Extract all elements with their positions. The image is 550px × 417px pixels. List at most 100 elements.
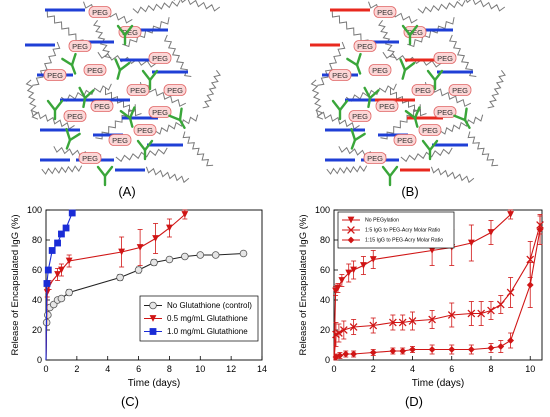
plot-frame bbox=[333, 209, 543, 361]
antibody-icon bbox=[399, 58, 416, 80]
data-point bbox=[347, 216, 355, 224]
data-point bbox=[369, 349, 377, 356]
legend-entry: 1:5 IgG to PEG-Acry Molar Ratio bbox=[365, 228, 440, 234]
data-point bbox=[134, 266, 143, 274]
data-point bbox=[149, 315, 157, 322]
peg-tag: PEG bbox=[348, 110, 372, 122]
x-tick-label: 0 bbox=[43, 364, 48, 374]
antibody-stem bbox=[350, 138, 357, 150]
antibody-icon bbox=[381, 165, 399, 187]
antibody-arm bbox=[78, 86, 87, 100]
peg-tag-label: PEG bbox=[67, 112, 83, 121]
x-tick-label: 12 bbox=[226, 364, 236, 374]
data-point bbox=[334, 284, 342, 292]
peg-tag: PEG bbox=[433, 106, 457, 118]
antibody-arm bbox=[338, 99, 349, 112]
y-axis-label: Release of Encapsulated IgG (%) bbox=[10, 215, 21, 356]
data-point bbox=[448, 346, 456, 353]
peg-tag-box bbox=[448, 84, 472, 96]
legend: No PEGylation 1:5 IgG to PEG-Acry Molar R… bbox=[337, 211, 455, 249]
data-point bbox=[487, 344, 495, 352]
panel-caption-b: (B) bbox=[401, 184, 418, 199]
wavy-chain-icon bbox=[430, 166, 475, 184]
peg-tag: PEG bbox=[393, 134, 417, 146]
antibody-icon bbox=[141, 69, 159, 91]
y-tick-label: 60 bbox=[32, 265, 42, 275]
y-axis-label: Release of Encapsulated IgG (%) bbox=[298, 215, 309, 356]
peg-tag: PEG bbox=[148, 52, 172, 64]
peg-tag: PEG bbox=[375, 100, 399, 112]
data-point bbox=[389, 318, 397, 327]
wavy-chain-icon bbox=[345, 83, 397, 102]
peg-tag: PEG bbox=[363, 152, 387, 164]
x-tick-label: 10 bbox=[525, 364, 535, 374]
data-point bbox=[166, 224, 173, 232]
data-point bbox=[150, 258, 158, 267]
data-point bbox=[181, 252, 189, 261]
antibody-arm bbox=[421, 139, 432, 152]
data-point bbox=[360, 262, 367, 269]
peg-tag-label: PEG bbox=[94, 102, 110, 111]
legend-entry: 1:15 IgG to PEG-Acry Molar Ratio bbox=[365, 238, 443, 244]
wavy-chain-icon bbox=[30, 109, 75, 130]
antibody-arm bbox=[68, 132, 81, 142]
legend-entry: No Glutathione (control) bbox=[167, 301, 252, 310]
data-point bbox=[152, 235, 159, 242]
data-point bbox=[369, 256, 377, 263]
data-point bbox=[339, 326, 348, 334]
data-point bbox=[507, 211, 515, 218]
antibody-icon bbox=[404, 106, 421, 128]
antibody-arm bbox=[118, 61, 131, 72]
peg-tag: PEG bbox=[88, 6, 112, 18]
antibody-arm bbox=[463, 107, 468, 122]
series-0 bbox=[42, 249, 248, 361]
chart-c: 0 2 4 6 8 10 12 14 0 20 40 60 80 100 Time (days) Releas… bbox=[10, 205, 267, 389]
antibody-arm bbox=[388, 165, 399, 178]
data-point bbox=[408, 317, 417, 325]
data-point bbox=[65, 257, 73, 265]
data-point bbox=[68, 209, 76, 217]
peg-tag-box bbox=[375, 100, 399, 112]
peg-tag: PEG bbox=[83, 64, 107, 76]
data-point bbox=[48, 247, 56, 254]
antibody-stem bbox=[413, 116, 419, 128]
peg-tag-label: PEG bbox=[152, 54, 168, 63]
data-point bbox=[149, 328, 157, 335]
peg-tag-box bbox=[83, 64, 107, 76]
wavy-chain-icon bbox=[25, 79, 39, 120]
data-point bbox=[487, 306, 495, 315]
peg-tag: PEG bbox=[411, 84, 435, 96]
data-point bbox=[467, 239, 475, 247]
antibody-arm bbox=[70, 52, 77, 67]
peg-tag-label: PEG bbox=[87, 66, 103, 75]
data-point bbox=[149, 301, 157, 310]
x-tick-label: 8 bbox=[167, 364, 172, 374]
peg-tag-box bbox=[363, 152, 387, 164]
peg-tag-label: PEG bbox=[112, 136, 128, 145]
peg-tag-label: PEG bbox=[357, 42, 373, 51]
peg-tag-box bbox=[373, 6, 397, 18]
peg-tag-box bbox=[88, 6, 112, 18]
data-point bbox=[467, 346, 475, 353]
peg-tag-box bbox=[133, 124, 157, 136]
antibody-arm bbox=[83, 89, 95, 100]
data-point bbox=[526, 255, 535, 264]
legend-entry: 1.0 mg/mL Glutathione bbox=[167, 327, 248, 336]
peg-tag: PEG bbox=[328, 69, 352, 81]
peg-tag-label: PEG bbox=[352, 112, 368, 121]
peg-tag-label: PEG bbox=[407, 28, 423, 37]
antibody-arm bbox=[178, 107, 183, 122]
data-point bbox=[345, 269, 353, 277]
wavy-chain-icon bbox=[145, 166, 190, 184]
data-point bbox=[399, 347, 407, 355]
data-point bbox=[62, 224, 70, 232]
antibody-arm bbox=[143, 139, 154, 152]
peg-tag: PEG bbox=[433, 52, 457, 64]
peg-tag: PEG bbox=[133, 124, 157, 136]
data-point bbox=[428, 346, 436, 353]
antibody-arm bbox=[428, 139, 439, 152]
peg-tag: PEG bbox=[108, 134, 132, 146]
wavy-chain-icon bbox=[173, 0, 221, 12]
peg-tag-box bbox=[43, 69, 67, 81]
